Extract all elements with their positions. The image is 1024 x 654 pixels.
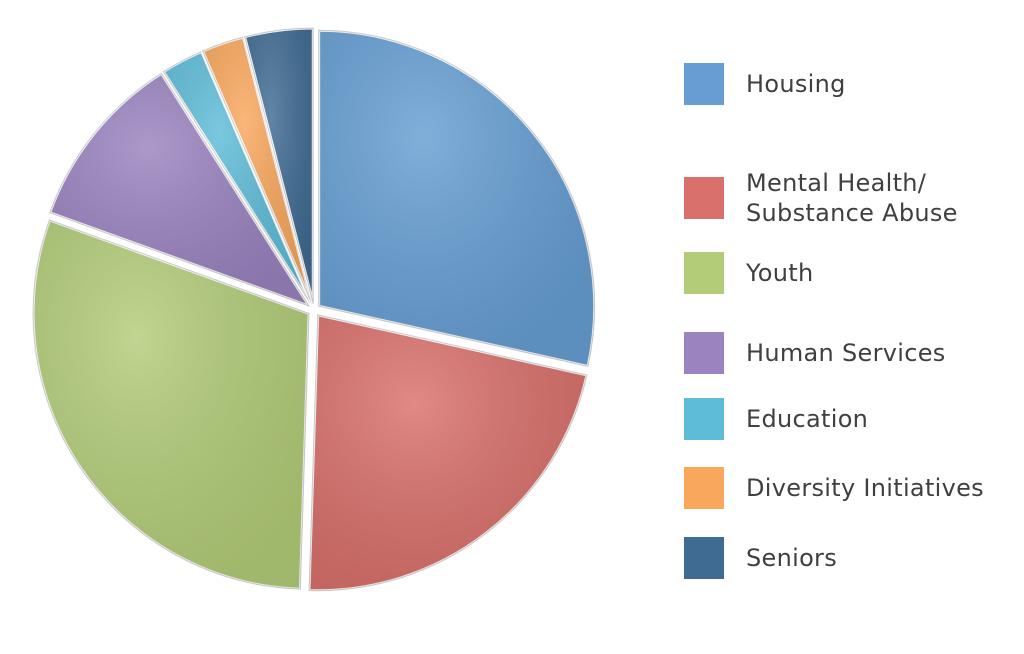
- legend-item-education: Education: [684, 398, 868, 440]
- pie-slice-shading-youth: [32, 219, 310, 590]
- legend-swatch: [684, 252, 724, 294]
- legend-label: Youth: [746, 259, 814, 287]
- legend-label: Diversity Initiatives: [746, 474, 984, 502]
- pie-slices: [31, 26, 597, 593]
- legend-item-youth: Youth: [684, 252, 814, 294]
- legend-swatch: [684, 467, 724, 509]
- legend-label: Human Services: [746, 339, 946, 367]
- pie-slice-shading-human-services: [48, 72, 311, 308]
- legend-swatch: [684, 177, 724, 219]
- legend-item-housing: Housing: [684, 63, 846, 105]
- legend-swatch: [684, 332, 724, 374]
- pie-slice-shading-mental-health-substance-abuse: [308, 314, 588, 592]
- legend-item-seniors: Seniors: [684, 537, 837, 579]
- legend: Housing Mental Health/ Substance Abuse You…: [684, 0, 1014, 654]
- pie-slice-shading-seniors: [244, 27, 314, 305]
- legend-label: Education: [746, 405, 869, 433]
- legend-swatch: [684, 63, 724, 105]
- legend-label: Seniors: [746, 544, 838, 572]
- legend-item-human-services: Human Services: [684, 332, 946, 374]
- legend-label: Mental Health/ Substance Abuse: [746, 169, 958, 227]
- legend-swatch: [684, 537, 724, 579]
- legend-swatch: [684, 398, 724, 440]
- pie-chart: [31, 26, 597, 593]
- legend-item-mental-health-substance-abuse: Mental Health/ Substance Abuse: [684, 168, 958, 228]
- pie-slice-shading-housing: [318, 29, 596, 368]
- legend-item-diversity-initiatives: Diversity Initiatives: [684, 467, 984, 509]
- legend-label: Housing: [746, 70, 846, 98]
